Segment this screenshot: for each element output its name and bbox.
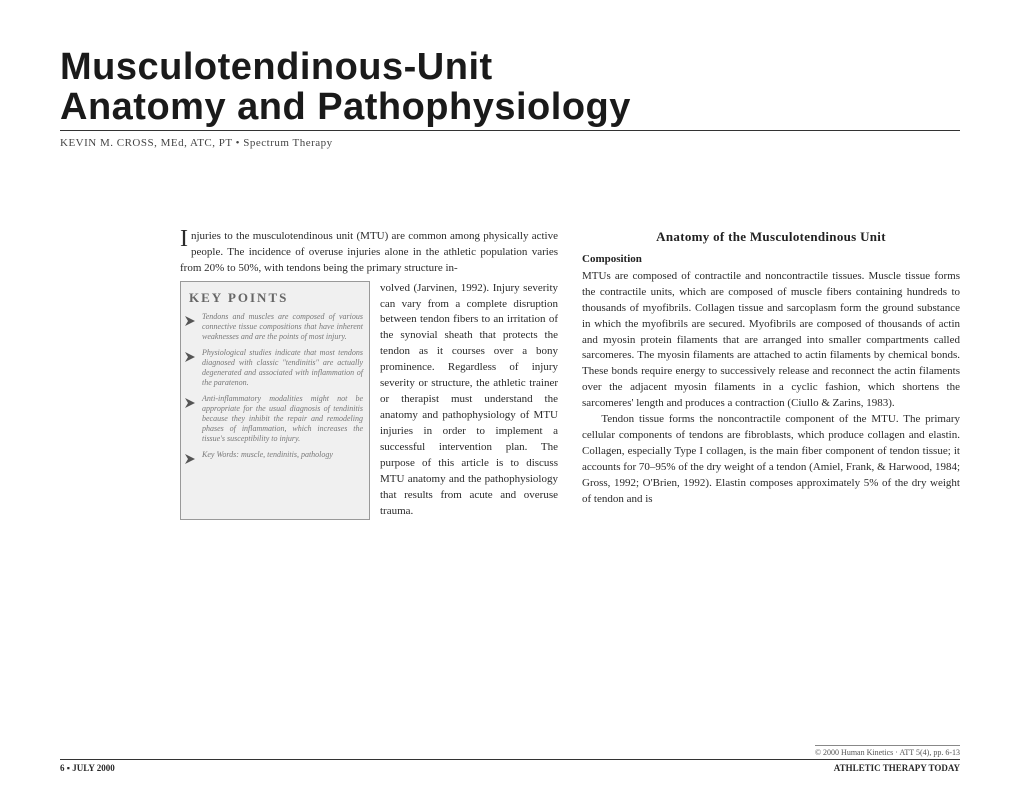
key-point-text: Physiological studies indicate that most… [202,348,363,388]
arrow-icon [185,316,199,326]
key-point-text: Key Words: muscle, tendinitis, pathology [202,450,333,460]
key-points-title: KEY POINTS [185,290,363,306]
key-point-item: Anti-inflammatory modalities might not b… [185,394,363,444]
body-paragraph-2: Tendon tissue forms the noncontractile c… [582,412,960,508]
wrap-block: KEY POINTS Tendons and muscles are compo… [180,281,558,520]
key-points-box: KEY POINTS Tendons and muscles are compo… [180,281,370,520]
intro-paragraph: Injuries to the musculotendinous unit (M… [180,229,558,277]
section-title: Anatomy of the Musculotendinous Unit [582,229,960,245]
page-footer: 6 ▪ JULY 2000 ATHLETIC THERAPY TODAY [60,759,960,773]
author-line: KEVIN M. CROSS, MEd, ATC, PT • Spectrum … [60,137,960,149]
article-title-line2: Anatomy and Pathophysiology [60,88,960,128]
copyright-line: © 2000 Human Kinetics · ATT 5(4), pp. 6-… [815,745,960,757]
key-point-item: Key Words: muscle, tendinitis, pathology [185,450,363,464]
key-point-text: Anti-inflammatory modalities might not b… [202,394,363,444]
arrow-icon [185,454,199,464]
footer-left: 6 ▪ JULY 2000 [60,763,115,773]
intro-text: njuries to the musculotendinous unit (MT… [180,230,558,274]
arrow-icon [185,352,199,362]
content-columns: Injuries to the musculotendinous unit (M… [180,229,960,520]
footer-right: ATHLETIC THERAPY TODAY [834,763,960,773]
key-point-item: Tendons and muscles are composed of vari… [185,312,363,342]
body-paragraph-1: MTUs are composed of contractile and non… [582,269,960,412]
article-title-line1: Musculotendinous-Unit [60,48,960,88]
title-block: Musculotendinous-Unit Anatomy and Pathop… [60,48,960,131]
subsection-title: Composition [582,253,960,265]
dropcap: I [180,229,191,251]
key-point-text: Tendons and muscles are composed of vari… [202,312,363,342]
arrow-icon [185,398,199,408]
right-column: Anatomy of the Musculotendinous Unit Com… [582,229,960,520]
narrow-column-text: volved (Jarvinen, 1992). Injury severity… [380,281,558,520]
key-point-item: Physiological studies indicate that most… [185,348,363,388]
left-column: Injuries to the musculotendinous unit (M… [180,229,558,520]
